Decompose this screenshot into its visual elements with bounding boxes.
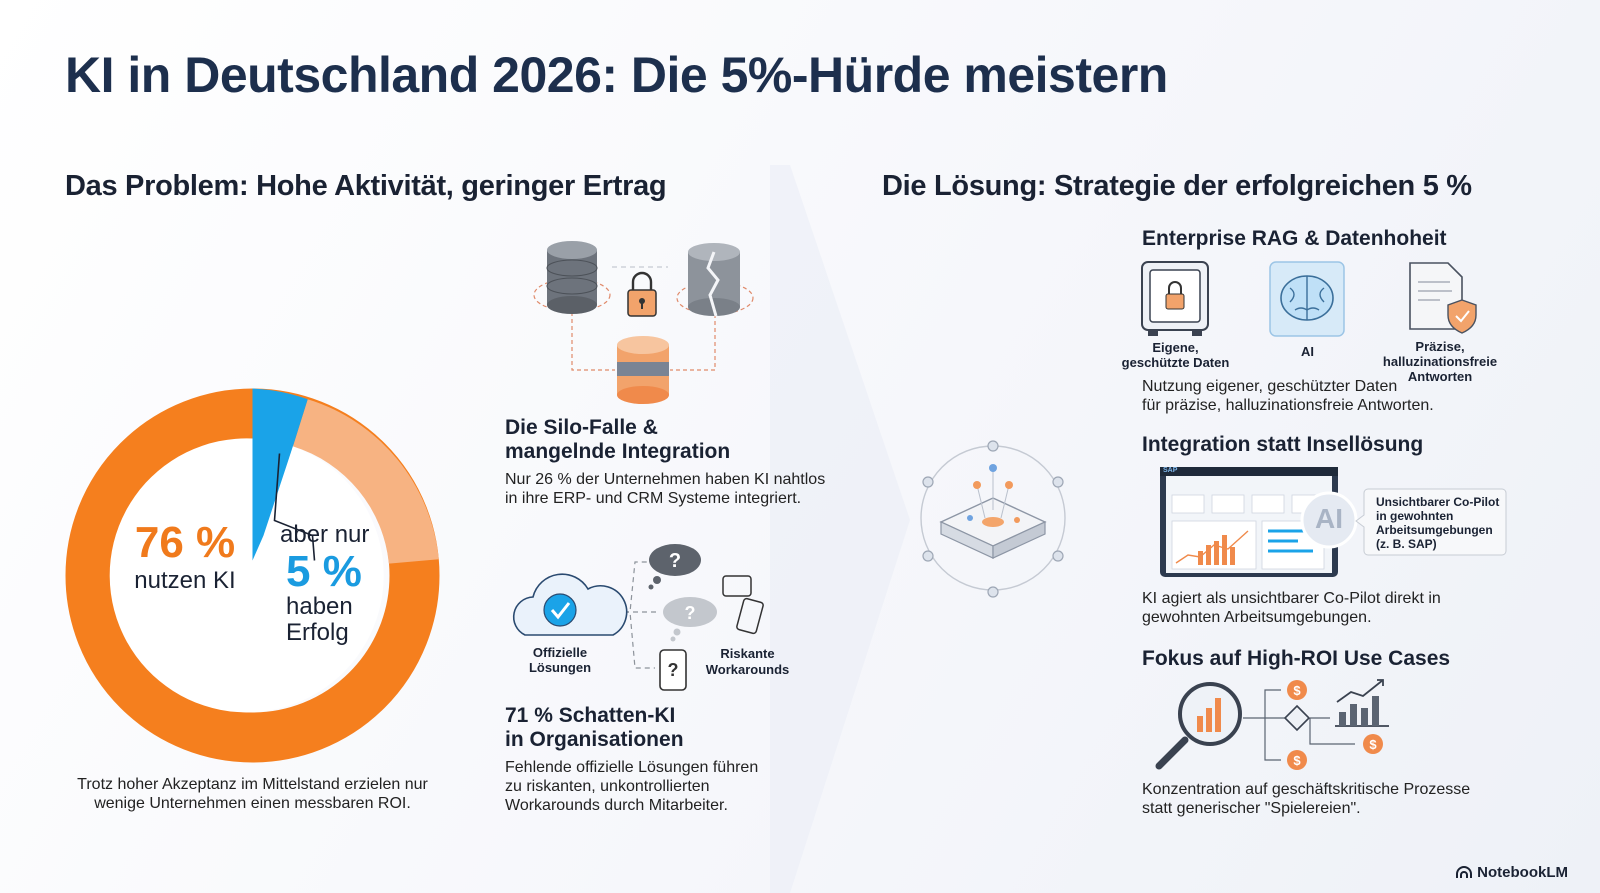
used-percent: 76 % (134, 518, 236, 567)
mobile-question-icon: ? (659, 649, 687, 691)
success-percent: 5 % (286, 547, 362, 596)
official-label-1: Offizielle (532, 645, 588, 660)
silo-illustration (533, 241, 754, 404)
phone-chat-icon (722, 575, 764, 635)
solution-heading: Die Lösung: Strategie der erfolgreichen … (882, 170, 1472, 202)
question-bubble-icon: ? (648, 544, 701, 590)
donut-chart (65, 388, 440, 763)
integration-text-1: KI agiert als unsichtbarer Co-Pilot dire… (1142, 590, 1441, 607)
donut-caption-1: Trotz hoher Akzeptanz im Mittelstand erz… (77, 776, 428, 793)
shadow-text-3: Workarounds durch Mitarbeiter. (505, 797, 728, 814)
donut-callout-line (273, 453, 316, 561)
roi-text-1: Konzentration auf geschäftskritische Pro… (1142, 781, 1471, 798)
problem-heading: Das Problem: Hohe Aktivität, geringer Er… (65, 170, 667, 202)
integration-heading: Integration statt Insellösung (1142, 433, 1424, 456)
copilot-callout-box (1355, 488, 1507, 556)
page-title: KI in Deutschland 2026: Die 5%-Hürde mei… (65, 47, 1168, 103)
donut-caption-2: wenige Unternehmen einen messbaren ROI. (94, 795, 411, 812)
shadow-text-2: zu riskanten, unkontrollierten (505, 778, 710, 795)
svg-text:?: ? (668, 660, 679, 680)
notebooklm-brand: NotebookLM (1456, 864, 1568, 881)
risky-label-2: Workarounds (705, 662, 790, 677)
rag-text-1: Nutzung eigener, geschützter Daten (1142, 378, 1398, 395)
magnifier-chart-icon (1155, 682, 1242, 770)
brain-icon (1269, 261, 1345, 337)
broken-database-icon (688, 243, 740, 317)
copilot-callout-3: Arbeitsumgebungen (1376, 523, 1493, 537)
rag-icon3-label-3: Antworten (1407, 369, 1473, 384)
risky-label-1: Riskante (720, 646, 775, 661)
svg-text:$: $ (1369, 737, 1377, 752)
ai-hub-illustration (920, 440, 1066, 598)
copilot-callout-1: Unsichtbarer Co-Pilot (1376, 495, 1500, 509)
sap-screen-illustration (1160, 467, 1358, 577)
safe-lock-icon (1141, 261, 1209, 336)
rag-icon3-label-1: Präzise, (1415, 339, 1465, 354)
svg-text:$: $ (1293, 683, 1301, 698)
shadow-heading-2: in Organisationen (505, 728, 684, 751)
success-prefix: aber nur (280, 521, 370, 548)
rag-icon3-label-2: halluzinationsfreie (1382, 354, 1498, 369)
rag-text-2: für präzise, halluzinationsfreie Antwort… (1142, 397, 1434, 414)
sap-badge: SAP (1163, 467, 1178, 474)
decision-diamond-icon (1283, 704, 1311, 732)
silo-heading-1: Die Silo-Falle & (505, 416, 658, 439)
rag-icon1-label-2: geschützte Daten (1121, 355, 1230, 370)
notebooklm-logo-icon (1456, 865, 1473, 878)
brand-label: NotebookLM (1477, 864, 1568, 881)
copilot-callout-4: (z. B. SAP) (1376, 537, 1437, 551)
rag-icon1-label-1: Eigene, (1152, 340, 1199, 355)
integration-database-icon (617, 336, 669, 404)
silo-text-2: in ihre ERP- und CRM Systeme integriert. (505, 490, 802, 507)
ai-badge: AI (1315, 503, 1343, 534)
roi-heading: Fokus auf High-ROI Use Cases (1142, 647, 1451, 670)
rag-icons (1141, 261, 1477, 337)
integration-text-2: gewohnten Arbeitsumgebungen. (1142, 609, 1372, 626)
shadow-ai-illustration: ? ? ? (512, 544, 764, 691)
silo-heading-2: mangelnde Integration (505, 440, 731, 463)
rag-icon2-label: AI (1301, 344, 1314, 359)
svg-text:$: $ (1293, 753, 1301, 768)
shadow-heading-1: 71 % Schatten-KI (505, 704, 676, 727)
database-icon (546, 241, 598, 314)
dollar-coin-icons (1287, 680, 1383, 770)
document-shield-icon (1409, 262, 1477, 334)
question-cloud-icon: ? (663, 597, 717, 642)
silo-text-1: Nur 26 % der Unternehmen haben KI nahtlo… (505, 471, 826, 488)
lock-icon (627, 271, 657, 317)
success-label-1: haben (286, 593, 353, 620)
official-label-2: Lösungen (528, 660, 592, 675)
used-label: nutzen KI (134, 567, 236, 594)
roi-text-2: statt generischer "Spielereien". (1142, 800, 1361, 817)
shadow-text-1: Fehlende offizielle Lösungen führen (505, 759, 759, 776)
growth-chart-icon (1335, 679, 1389, 727)
roi-illustration: $ $ $ (1155, 679, 1389, 770)
rag-heading: Enterprise RAG & Datenhoheit (1142, 227, 1447, 250)
cloud-check-icon (512, 573, 628, 636)
success-label-2: Erfolg (286, 619, 349, 646)
svg-text:?: ? (685, 603, 696, 623)
svg-text:?: ? (669, 550, 681, 572)
donut-segment-light (292, 399, 439, 564)
copilot-callout-2: in gewohnten (1376, 509, 1454, 523)
